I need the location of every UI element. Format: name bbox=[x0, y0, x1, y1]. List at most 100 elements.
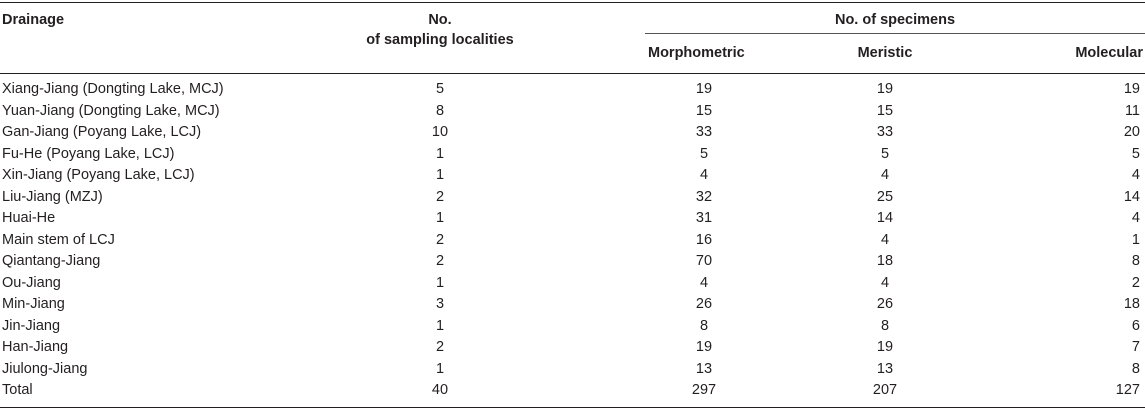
cell-drainage: Qiantang-Jiang bbox=[2, 253, 101, 269]
header-meristic: Meristic bbox=[857, 45, 913, 61]
table-row-total: Total 40 297 207 127 bbox=[0, 380, 1145, 402]
cell-drainage: Min-Jiang bbox=[2, 296, 65, 312]
cell-meristic: 19 bbox=[876, 81, 894, 97]
cell-meristic: 5 bbox=[880, 145, 890, 162]
table-bottom-rule bbox=[0, 407, 1145, 408]
cell-morphometric: 19 bbox=[695, 339, 713, 355]
table-row: Fu-He (Poyang Lake, LCJ) 1 5 5 5 bbox=[0, 144, 1145, 166]
cell-meristic: 8 bbox=[880, 317, 890, 334]
cell-meristic: 4 bbox=[880, 231, 890, 248]
table-row: Xin-Jiang (Poyang Lake, LCJ) 1 4 4 4 bbox=[0, 165, 1145, 187]
header-molecular: Molecular bbox=[1075, 45, 1143, 61]
cell-drainage: Xin-Jiang (Poyang Lake, LCJ) bbox=[2, 167, 195, 183]
cell-molecular: 6 bbox=[1131, 317, 1140, 334]
cell-molecular: 1 bbox=[1131, 231, 1140, 248]
cell-drainage: Fu-He (Poyang Lake, LCJ) bbox=[2, 145, 175, 162]
cell-localities: 10 bbox=[431, 124, 449, 140]
header-localities-line2: of sampling localities bbox=[366, 32, 514, 48]
cell-localities: 40 bbox=[431, 382, 449, 398]
table-row: Liu-Jiang (MZJ) 2 32 25 14 bbox=[0, 187, 1145, 209]
cell-drainage: Jiulong-Jiang bbox=[2, 360, 88, 377]
cell-molecular: 2 bbox=[1131, 274, 1140, 291]
cell-meristic: 207 bbox=[872, 382, 898, 398]
cell-localities: 2 bbox=[435, 231, 445, 248]
cell-drainage: Ou-Jiang bbox=[2, 274, 61, 291]
table-row: Jin-Jiang 1 8 8 6 bbox=[0, 316, 1145, 338]
cell-morphometric: 4 bbox=[699, 167, 709, 183]
cell-molecular: 5 bbox=[1131, 145, 1140, 162]
table-row: Ou-Jiang 1 4 4 2 bbox=[0, 273, 1145, 295]
cell-drainage: Yuan-Jiang (Dongting Lake, MCJ) bbox=[2, 102, 220, 119]
cell-localities: 3 bbox=[435, 296, 445, 312]
cell-meristic: 25 bbox=[876, 188, 894, 205]
header-drainage: Drainage bbox=[2, 12, 65, 28]
cell-molecular: 7 bbox=[1131, 339, 1140, 355]
cell-morphometric: 32 bbox=[695, 188, 713, 205]
cell-meristic: 33 bbox=[876, 124, 894, 140]
cell-meristic: 26 bbox=[876, 296, 894, 312]
cell-localities: 2 bbox=[435, 339, 445, 355]
cell-localities: 2 bbox=[435, 188, 445, 205]
cell-morphometric: 297 bbox=[691, 382, 717, 398]
table-row: Yuan-Jiang (Dongting Lake, MCJ) 8 15 15 11 bbox=[0, 101, 1145, 123]
cell-drainage: Xiang-Jiang (Dongting Lake, MCJ) bbox=[2, 81, 224, 97]
table-top-rule bbox=[0, 2, 1145, 3]
cell-drainage: Total bbox=[2, 382, 33, 398]
cell-molecular: 8 bbox=[1131, 360, 1140, 377]
table-row: Han-Jiang 2 19 19 7 bbox=[0, 337, 1145, 359]
cell-molecular: 20 bbox=[1123, 124, 1140, 140]
cell-meristic: 19 bbox=[876, 339, 894, 355]
cell-morphometric: 33 bbox=[695, 124, 713, 140]
cell-molecular: 18 bbox=[1123, 296, 1140, 312]
cell-morphometric: 4 bbox=[699, 274, 709, 291]
cell-morphometric: 31 bbox=[695, 210, 713, 226]
cell-molecular: 4 bbox=[1131, 210, 1140, 226]
header-bottom-rule bbox=[0, 73, 1145, 74]
cell-localities: 1 bbox=[435, 360, 445, 377]
cell-localities: 2 bbox=[435, 253, 445, 269]
cell-morphometric: 5 bbox=[699, 145, 709, 162]
cell-drainage: Huai-He bbox=[2, 210, 56, 226]
cell-molecular: 14 bbox=[1123, 188, 1140, 205]
cell-morphometric: 13 bbox=[695, 360, 713, 377]
table-row: Qiantang-Jiang 2 70 18 8 bbox=[0, 251, 1145, 273]
cell-morphometric: 16 bbox=[695, 231, 713, 248]
cell-drainage: Han-Jiang bbox=[2, 339, 69, 355]
cell-meristic: 14 bbox=[876, 210, 894, 226]
table-row: Xiang-Jiang (Dongting Lake, MCJ) 5 19 19 19 bbox=[0, 79, 1145, 101]
cell-morphometric: 26 bbox=[695, 296, 713, 312]
cell-molecular: 4 bbox=[1131, 167, 1140, 183]
cell-molecular: 8 bbox=[1131, 253, 1140, 269]
header-morphometric: Morphometric bbox=[648, 45, 745, 61]
cell-meristic: 15 bbox=[876, 102, 894, 119]
cell-localities: 5 bbox=[435, 81, 445, 97]
cell-meristic: 4 bbox=[880, 274, 890, 291]
header-localities-line1: No. bbox=[428, 12, 452, 28]
cell-localities: 1 bbox=[435, 167, 445, 183]
cell-meristic: 18 bbox=[876, 253, 894, 269]
table-row: Main stem of LCJ 2 16 4 1 bbox=[0, 230, 1145, 252]
cell-molecular: 127 bbox=[1115, 382, 1140, 398]
specimens-group-rule bbox=[645, 33, 1145, 34]
cell-meristic: 4 bbox=[880, 167, 890, 183]
table-row: Huai-He 1 31 14 4 bbox=[0, 208, 1145, 230]
table-body: Xiang-Jiang (Dongting Lake, MCJ) 5 19 19 19 Y… bbox=[0, 79, 1145, 402]
table-row: Min-Jiang 3 26 26 18 bbox=[0, 294, 1145, 316]
cell-localities: 8 bbox=[435, 102, 445, 119]
header-specimens: No. of specimens bbox=[834, 12, 956, 28]
table-row: Gan-Jiang (Poyang Lake, LCJ) 10 33 33 20 bbox=[0, 122, 1145, 144]
header-localities: No. of sampling localities bbox=[320, 10, 560, 50]
cell-drainage: Liu-Jiang (MZJ) bbox=[2, 188, 103, 205]
cell-localities: 1 bbox=[435, 145, 445, 162]
cell-morphometric: 70 bbox=[695, 253, 713, 269]
cell-localities: 1 bbox=[435, 210, 445, 226]
cell-localities: 1 bbox=[435, 317, 445, 334]
table-row: Jiulong-Jiang 1 13 13 8 bbox=[0, 359, 1145, 381]
cell-morphometric: 15 bbox=[695, 102, 713, 119]
cell-localities: 1 bbox=[435, 274, 445, 291]
cell-meristic: 13 bbox=[876, 360, 894, 377]
cell-morphometric: 19 bbox=[695, 81, 713, 97]
cell-drainage: Gan-Jiang (Poyang Lake, LCJ) bbox=[2, 124, 202, 140]
cell-drainage: Main stem of LCJ bbox=[2, 231, 115, 248]
